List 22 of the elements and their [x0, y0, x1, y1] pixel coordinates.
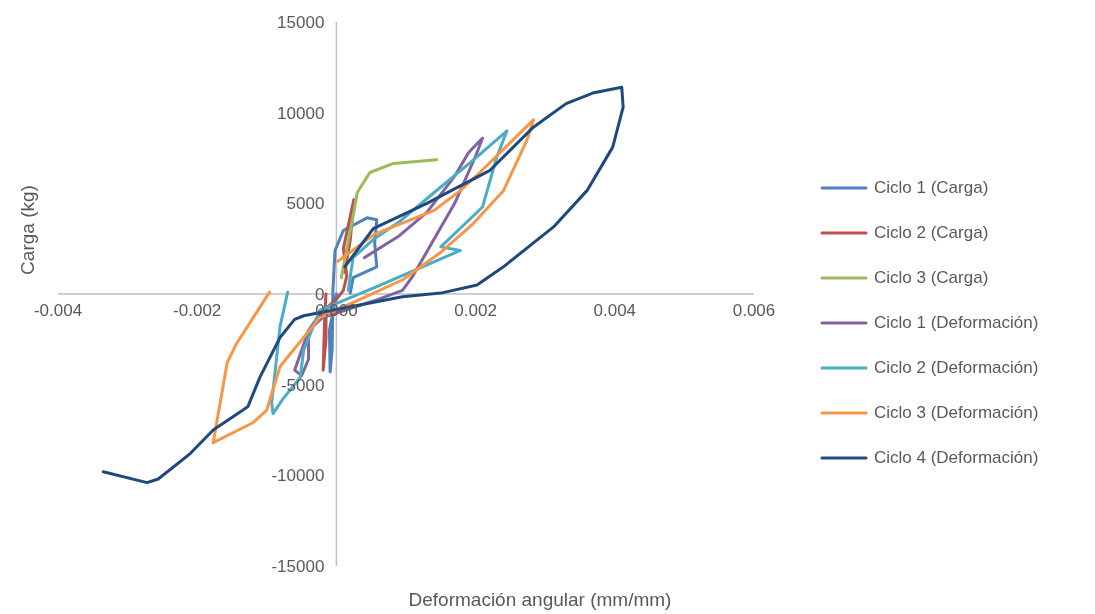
y-tick-label: 0 [314, 285, 325, 304]
y-tick-label: 10000 [277, 103, 325, 123]
x-tick-label: -0.002 [173, 301, 222, 320]
y-axis-title: Carga (kg) [17, 185, 39, 275]
legend-label: Ciclo 1 (Deformación) [874, 312, 1039, 333]
legend-label: Ciclo 4 (Deformación) [874, 447, 1039, 468]
x-tick-label: 0.002 [454, 301, 497, 320]
legend-label: Ciclo 2 (Deformación) [874, 357, 1039, 378]
y-tick-label: -10000 [271, 466, 325, 486]
y-tick-label: 15000 [277, 13, 325, 32]
y-tick-label: 5000 [286, 194, 325, 214]
legend-label: Ciclo 2 (Carga) [874, 222, 989, 243]
line-series [339, 158, 439, 280]
legend-label: Ciclo 1 (Carga) [874, 177, 989, 198]
x-tick-label: 0.006 [732, 301, 776, 320]
x-axis-title: Deformación angular (mm/mm) [408, 589, 672, 611]
x-tick-label: 0.000 [315, 301, 358, 320]
x-tick-label: 0.004 [593, 301, 637, 320]
legend-label: Ciclo 3 (Carga) [874, 267, 989, 288]
y-tick-label: -15000 [271, 557, 325, 576]
x-tick-label: -0.004 [33, 301, 83, 320]
legend-label: Ciclo 3 (Deformación) [874, 402, 1039, 423]
